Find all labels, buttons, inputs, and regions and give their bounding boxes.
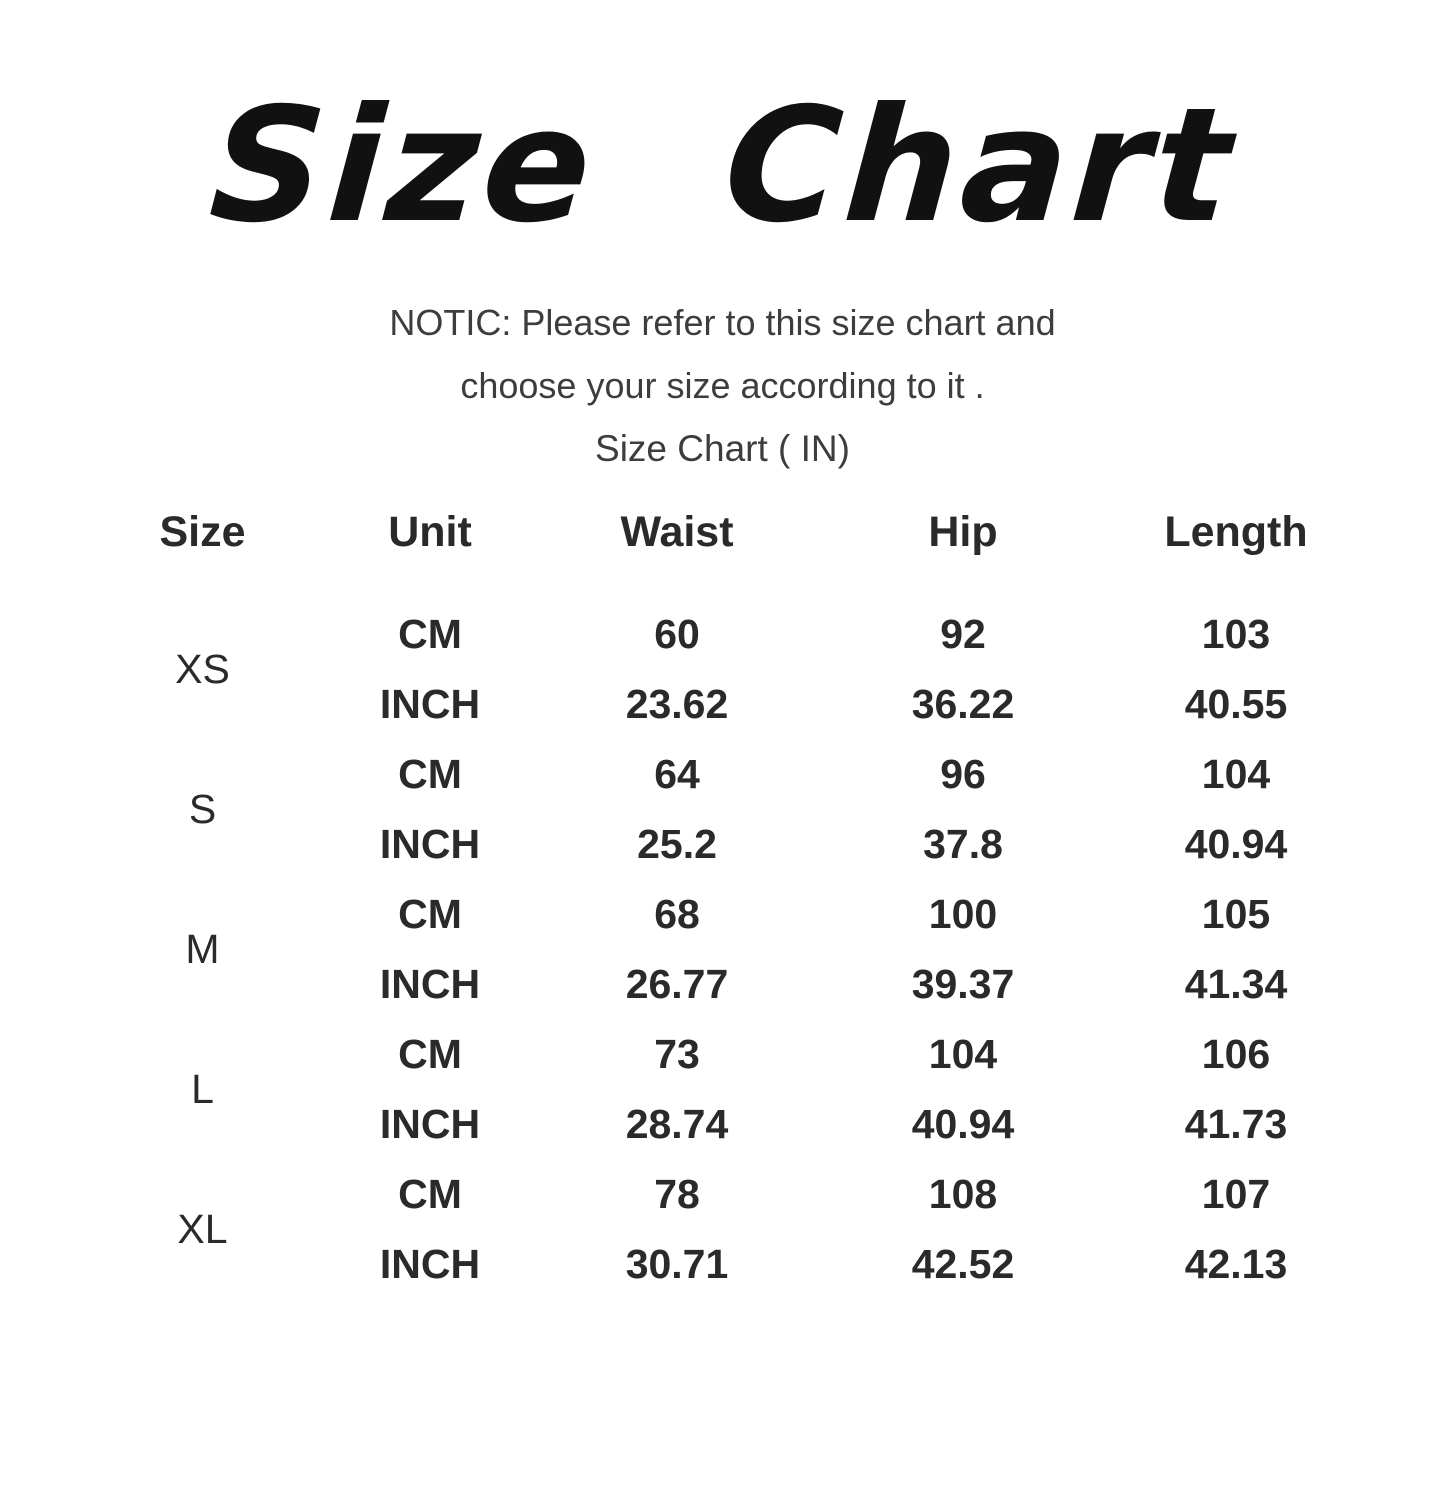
hip-cell: 92	[940, 610, 986, 657]
length-cell: 41.73	[1184, 1100, 1288, 1147]
length-cell: 40.94	[1184, 820, 1288, 867]
unit-cell: CM	[398, 1030, 462, 1077]
table-row: S CM 64 96 104	[73, 739, 1373, 832]
waist-cell: 25.2	[637, 820, 717, 867]
header-hip: Hip	[928, 508, 998, 557]
hip-cell: 104	[928, 1030, 998, 1077]
header-size: Size	[159, 508, 246, 557]
hip-cell: 36.22	[911, 680, 1015, 727]
table-row: XS CM 60 92 103	[73, 599, 1373, 692]
size-label: L	[191, 1065, 214, 1112]
table-row: INCH 30.71 42.52 42.13	[73, 1229, 1373, 1299]
length-cell: 103	[1201, 610, 1271, 657]
hip-cell: 40.94	[911, 1100, 1015, 1147]
waist-cell: 26.77	[625, 960, 729, 1007]
hip-cell: 37.8	[923, 820, 1003, 867]
header-unit: Unit	[388, 508, 472, 557]
table-row: INCH 26.77 39.37 41.34	[73, 949, 1373, 1019]
table-subtitle: Size Chart ( IN)	[595, 428, 850, 470]
hip-cell: 108	[928, 1170, 998, 1217]
waist-cell: 73	[654, 1030, 700, 1077]
hip-cell: 42.52	[911, 1240, 1015, 1287]
table-row: L CM 73 104 106	[73, 1019, 1373, 1112]
waist-cell: 23.62	[625, 680, 729, 727]
table-row: INCH 28.74 40.94 41.73	[73, 1089, 1373, 1159]
size-label: XS	[175, 645, 230, 692]
unit-cell: CM	[398, 890, 462, 937]
unit-cell: INCH	[379, 1100, 481, 1147]
hip-cell: 39.37	[911, 960, 1015, 1007]
unit-cell: INCH	[379, 820, 481, 867]
length-cell: 105	[1201, 890, 1271, 937]
length-cell: 41.34	[1184, 960, 1288, 1007]
length-cell: 106	[1201, 1030, 1271, 1077]
unit-cell: CM	[398, 610, 462, 657]
size-table: Size Unit Waist Hip Length XS CM 60 92 103 IN…	[73, 508, 1373, 1299]
notice-line-2: choose your size according to it .	[460, 365, 985, 407]
unit-cell: INCH	[379, 680, 481, 727]
unit-cell: CM	[398, 750, 462, 797]
unit-cell: INCH	[379, 960, 481, 1007]
waist-cell: 28.74	[625, 1100, 729, 1147]
table-row: XL CM 78 108 107	[73, 1159, 1373, 1252]
waist-cell: 64	[654, 750, 700, 797]
waist-cell: 30.71	[625, 1240, 729, 1287]
unit-cell: CM	[398, 1170, 462, 1217]
length-cell: 42.13	[1184, 1240, 1288, 1287]
length-cell: 107	[1201, 1170, 1271, 1217]
header-row: Size Unit Waist Hip Length	[73, 508, 1373, 599]
notice-line-1: NOTIC: Please refer to this size chart a…	[389, 302, 1056, 344]
unit-cell: INCH	[379, 1240, 481, 1287]
size-table-header: Size Unit Waist Hip Length	[73, 508, 1373, 599]
waist-cell: 78	[654, 1170, 700, 1217]
table-row: INCH 23.62 36.22 40.55	[73, 669, 1373, 739]
table-row: INCH 25.2 37.8 40.94	[73, 809, 1373, 879]
length-cell: 40.55	[1184, 680, 1288, 727]
size-label: S	[188, 785, 217, 832]
table-row: M CM 68 100 105	[73, 879, 1373, 972]
size-chart-page: Size Chart NOTIC: Please refer to this s…	[0, 60, 1445, 1505]
hip-cell: 96	[940, 750, 986, 797]
notice-block: NOTIC: Please refer to this size chart a…	[0, 291, 1445, 480]
waist-cell: 68	[654, 890, 700, 937]
size-table-body: XS CM 60 92 103 INCH 23.62 36.22 40.55 S CM 64 96 104…	[73, 599, 1373, 1299]
size-label: M	[185, 925, 220, 972]
page-title: Size Chart	[204, 74, 1241, 258]
size-label: XL	[177, 1205, 228, 1252]
header-waist: Waist	[620, 508, 734, 557]
hip-cell: 100	[928, 890, 998, 937]
length-cell: 104	[1201, 750, 1271, 797]
header-length: Length	[1164, 508, 1308, 557]
waist-cell: 60	[654, 610, 700, 657]
